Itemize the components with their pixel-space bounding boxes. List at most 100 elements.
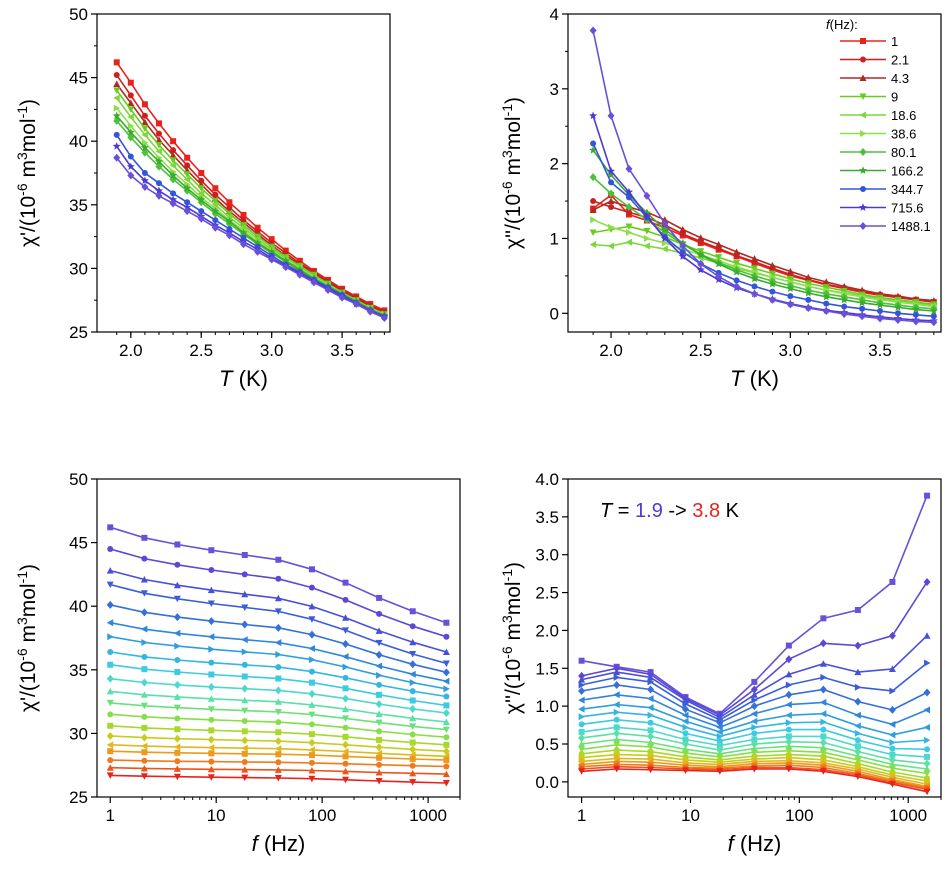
data-point — [854, 711, 861, 719]
data-point — [911, 305, 920, 313]
data-point — [107, 711, 114, 718]
data-point — [140, 702, 148, 710]
data-point — [308, 644, 315, 652]
data-point — [714, 259, 723, 268]
legend-swatch-marker — [860, 130, 867, 137]
data-point — [854, 756, 862, 764]
data-point — [696, 265, 705, 274]
series-T-3.2 — [107, 722, 450, 748]
series-1 — [113, 59, 388, 314]
data-point — [613, 691, 620, 699]
data-point — [661, 239, 669, 247]
legend-entry: 80.1 — [840, 145, 916, 160]
data-point — [342, 776, 350, 784]
data-point — [785, 733, 792, 740]
series-T-2.7 — [107, 661, 450, 709]
data-point — [375, 639, 383, 647]
data-point — [376, 754, 383, 761]
chart-panel-bottom-left: 25 30 35 40 45 50 1 10 100 1000 f (Hz) χ'/(10-6 m3m… — [14, 470, 461, 856]
data-point — [647, 738, 655, 746]
data-point — [859, 305, 866, 312]
x-axis-label-variable: f — [252, 831, 261, 856]
data-point — [106, 687, 114, 695]
data-point — [750, 749, 758, 756]
data-point — [785, 655, 793, 664]
data-point — [107, 757, 114, 764]
data-point — [127, 113, 134, 121]
data-point — [241, 571, 248, 578]
data-point — [106, 674, 114, 683]
data-point — [613, 664, 621, 673]
data-point — [681, 767, 689, 774]
data-point — [442, 677, 450, 685]
data-point — [716, 737, 723, 744]
data-point — [208, 671, 215, 678]
data-point — [751, 265, 758, 272]
data-point — [923, 706, 931, 714]
data-point — [888, 665, 896, 673]
data-point — [140, 678, 148, 687]
data-point — [409, 762, 416, 769]
data-point — [804, 304, 812, 313]
data-point — [889, 745, 896, 752]
data-point — [113, 131, 120, 138]
data-point — [141, 666, 148, 673]
data-point — [442, 718, 450, 725]
series-9 — [113, 87, 388, 318]
plot-frame — [96, 478, 461, 798]
x-tick-label: 3.5 — [330, 341, 354, 360]
x-tick-label: 2.5 — [189, 341, 213, 360]
data-point — [127, 171, 135, 180]
data-point — [226, 199, 233, 206]
data-point — [785, 670, 793, 678]
series-T-2.9 — [106, 687, 450, 725]
data-point — [342, 685, 349, 692]
data-point — [208, 645, 215, 653]
data-point — [733, 282, 741, 291]
data-point — [342, 753, 349, 760]
data-point — [647, 744, 655, 751]
y-tick-label: 0.0 — [535, 773, 559, 792]
data-point — [578, 687, 586, 695]
data-point — [241, 744, 248, 752]
data-point — [409, 697, 416, 704]
data-point — [613, 668, 621, 676]
data-point — [141, 101, 148, 108]
data-point — [141, 555, 148, 562]
data-point — [174, 715, 181, 722]
data-point — [409, 769, 417, 777]
data-point — [155, 147, 162, 155]
data-point — [716, 728, 723, 736]
data-point — [342, 663, 350, 671]
data-point — [682, 723, 689, 731]
data-point — [342, 740, 350, 749]
data-point — [173, 704, 181, 712]
data-point — [840, 295, 849, 304]
data-point — [924, 736, 931, 744]
y-tick-label: 35 — [69, 196, 88, 215]
data-point — [590, 140, 597, 147]
series-line — [116, 107, 385, 315]
data-point — [113, 87, 121, 94]
data-point — [785, 642, 792, 649]
data-point — [613, 741, 621, 749]
series-T-3.3 — [106, 731, 450, 756]
data-point — [140, 742, 148, 750]
series-T-2.5 — [107, 633, 450, 693]
data-point — [923, 723, 931, 731]
data-point — [380, 314, 388, 323]
data-point — [751, 696, 758, 704]
data-point — [716, 732, 724, 740]
data-point — [155, 136, 163, 143]
data-point — [225, 231, 233, 240]
data-point — [375, 627, 383, 634]
data-point — [241, 604, 249, 611]
data-point — [308, 752, 315, 759]
data-point — [127, 106, 135, 113]
data-point — [126, 128, 135, 136]
data-point — [342, 674, 349, 681]
data-point — [647, 704, 654, 712]
data-point — [184, 199, 191, 206]
data-point — [750, 702, 758, 711]
data-point — [589, 145, 598, 154]
